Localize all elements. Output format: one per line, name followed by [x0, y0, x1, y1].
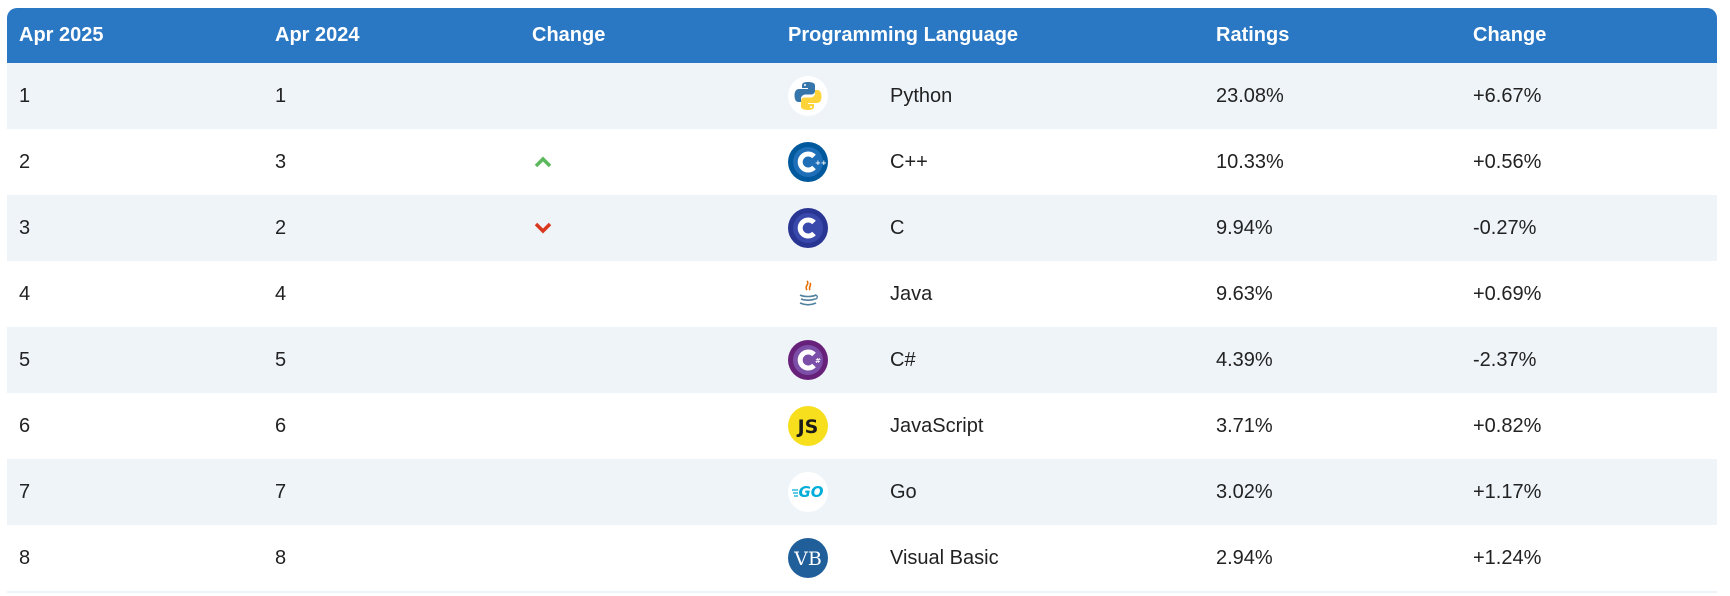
javascript-logo-icon: JS — [788, 406, 828, 446]
rank-apr-2024: 4 — [275, 282, 287, 305]
language-name: Java — [890, 282, 933, 305]
header-change-trend[interactable]: Change — [532, 24, 606, 46]
table-row: 1 1 Python 23.08% +6.67% — [7, 63, 1717, 129]
language-logo-cell: ++ — [776, 129, 878, 195]
language-logo-cell — [776, 63, 878, 129]
csharp-logo-icon: # — [788, 340, 828, 380]
trend-cell — [520, 327, 776, 393]
rating-change: +0.56% — [1473, 150, 1542, 173]
trend-cell — [520, 195, 776, 261]
language-logo-cell: # — [776, 327, 878, 393]
c-logo-icon — [788, 208, 828, 248]
table-row: 4 4 Java 9.63% +0.69% — [7, 261, 1717, 327]
rating-change: +1.17% — [1473, 480, 1542, 503]
rating-value: 9.94% — [1216, 216, 1273, 239]
rank-apr-2025: 5 — [19, 348, 31, 371]
trend-cell — [520, 459, 776, 525]
language-logo-cell: VB — [776, 525, 878, 591]
language-name: C — [890, 216, 905, 239]
table-row: 6 6 JS JavaScript 3.71% +0.82% — [7, 393, 1717, 459]
rank-apr-2024: 8 — [275, 546, 287, 569]
trend-cell — [520, 129, 776, 195]
rank-apr-2025: 4 — [19, 282, 31, 305]
language-logo-cell — [776, 195, 878, 261]
chevron-up-icon — [532, 156, 776, 168]
cpp-logo-icon: ++ — [788, 142, 828, 182]
language-name: Visual Basic — [890, 546, 999, 569]
header-ratings[interactable]: Ratings — [1216, 24, 1290, 46]
header-change[interactable]: Change — [1473, 24, 1547, 46]
language-name: Go — [890, 480, 917, 503]
trend-cell — [520, 525, 776, 591]
rating-value: 3.71% — [1216, 414, 1273, 437]
language-name: Python — [890, 84, 953, 107]
header-apr-2024[interactable]: Apr 2024 — [275, 24, 360, 46]
rank-apr-2024: 3 — [275, 150, 287, 173]
ranking-table-container: Apr 2025 Apr 2024 Change Programming Lan… — [7, 8, 1717, 593]
table-body: 1 1 Python 23.08% +6.67% 2 3 ++ C++ 10.33% +0.56% 3… — [7, 63, 1717, 591]
rank-apr-2025: 7 — [19, 480, 31, 503]
language-name: C# — [890, 348, 916, 371]
rank-apr-2025: 2 — [19, 150, 31, 173]
python-logo-icon — [788, 76, 828, 116]
svg-text:#: # — [815, 357, 821, 365]
rating-change: +1.24% — [1473, 546, 1542, 569]
rating-change: -2.37% — [1473, 348, 1537, 371]
rating-change: +0.69% — [1473, 282, 1542, 305]
table-header-row: Apr 2025 Apr 2024 Change Programming Lan… — [7, 8, 1717, 63]
rank-apr-2025: 3 — [19, 216, 31, 239]
rank-apr-2024: 5 — [275, 348, 287, 371]
rating-value: 23.08% — [1216, 84, 1284, 107]
language-logo-cell — [776, 261, 878, 327]
rating-change: +0.82% — [1473, 414, 1542, 437]
rank-apr-2024: 2 — [275, 216, 287, 239]
trend-cell — [520, 63, 776, 129]
svg-text:GO: GO — [798, 483, 823, 501]
svg-text:JS: JS — [796, 416, 819, 438]
header-apr-2025[interactable]: Apr 2025 — [19, 24, 104, 46]
language-name: JavaScript — [890, 414, 984, 437]
rating-value: 10.33% — [1216, 150, 1284, 173]
rating-change: -0.27% — [1473, 216, 1537, 239]
chevron-down-icon — [532, 222, 776, 234]
language-name: C++ — [890, 150, 928, 173]
visual-basic-logo-icon: VB — [788, 538, 828, 578]
table-row: 2 3 ++ C++ 10.33% +0.56% — [7, 129, 1717, 195]
rating-value: 4.39% — [1216, 348, 1273, 371]
rating-value: 9.63% — [1216, 282, 1273, 305]
language-logo-cell: GO — [776, 459, 878, 525]
language-logo-cell: JS — [776, 393, 878, 459]
trend-cell — [520, 393, 776, 459]
rating-change: +6.67% — [1473, 84, 1542, 107]
table-row: 7 7 GO Go 3.02% +1.17% — [7, 459, 1717, 525]
trend-cell — [520, 261, 776, 327]
go-logo-icon: GO — [788, 472, 828, 512]
table-row: 5 5 # C# 4.39% -2.37% — [7, 327, 1717, 393]
table-row: 3 2 C 9.94% -0.27% — [7, 195, 1717, 261]
java-logo-icon — [788, 274, 828, 314]
svg-text:++: ++ — [815, 159, 827, 167]
rank-apr-2024: 1 — [275, 84, 287, 107]
rating-value: 2.94% — [1216, 546, 1273, 569]
rank-apr-2025: 8 — [19, 546, 31, 569]
header-programming-language[interactable]: Programming Language — [788, 24, 1019, 46]
rank-apr-2024: 7 — [275, 480, 287, 503]
rank-apr-2025: 1 — [19, 84, 31, 107]
rank-apr-2025: 6 — [19, 414, 31, 437]
table-row: 8 8 VB Visual Basic 2.94% +1.24% — [7, 525, 1717, 591]
rating-value: 3.02% — [1216, 480, 1273, 503]
rank-apr-2024: 6 — [275, 414, 287, 437]
svg-text:VB: VB — [793, 548, 822, 570]
ranking-table: Apr 2025 Apr 2024 Change Programming Lan… — [7, 8, 1717, 591]
